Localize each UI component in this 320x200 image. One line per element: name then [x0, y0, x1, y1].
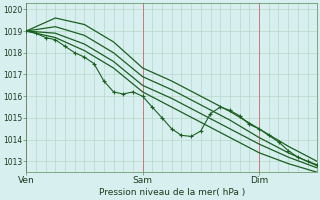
X-axis label: Pression niveau de la mer( hPa ): Pression niveau de la mer( hPa ) [99, 188, 245, 197]
